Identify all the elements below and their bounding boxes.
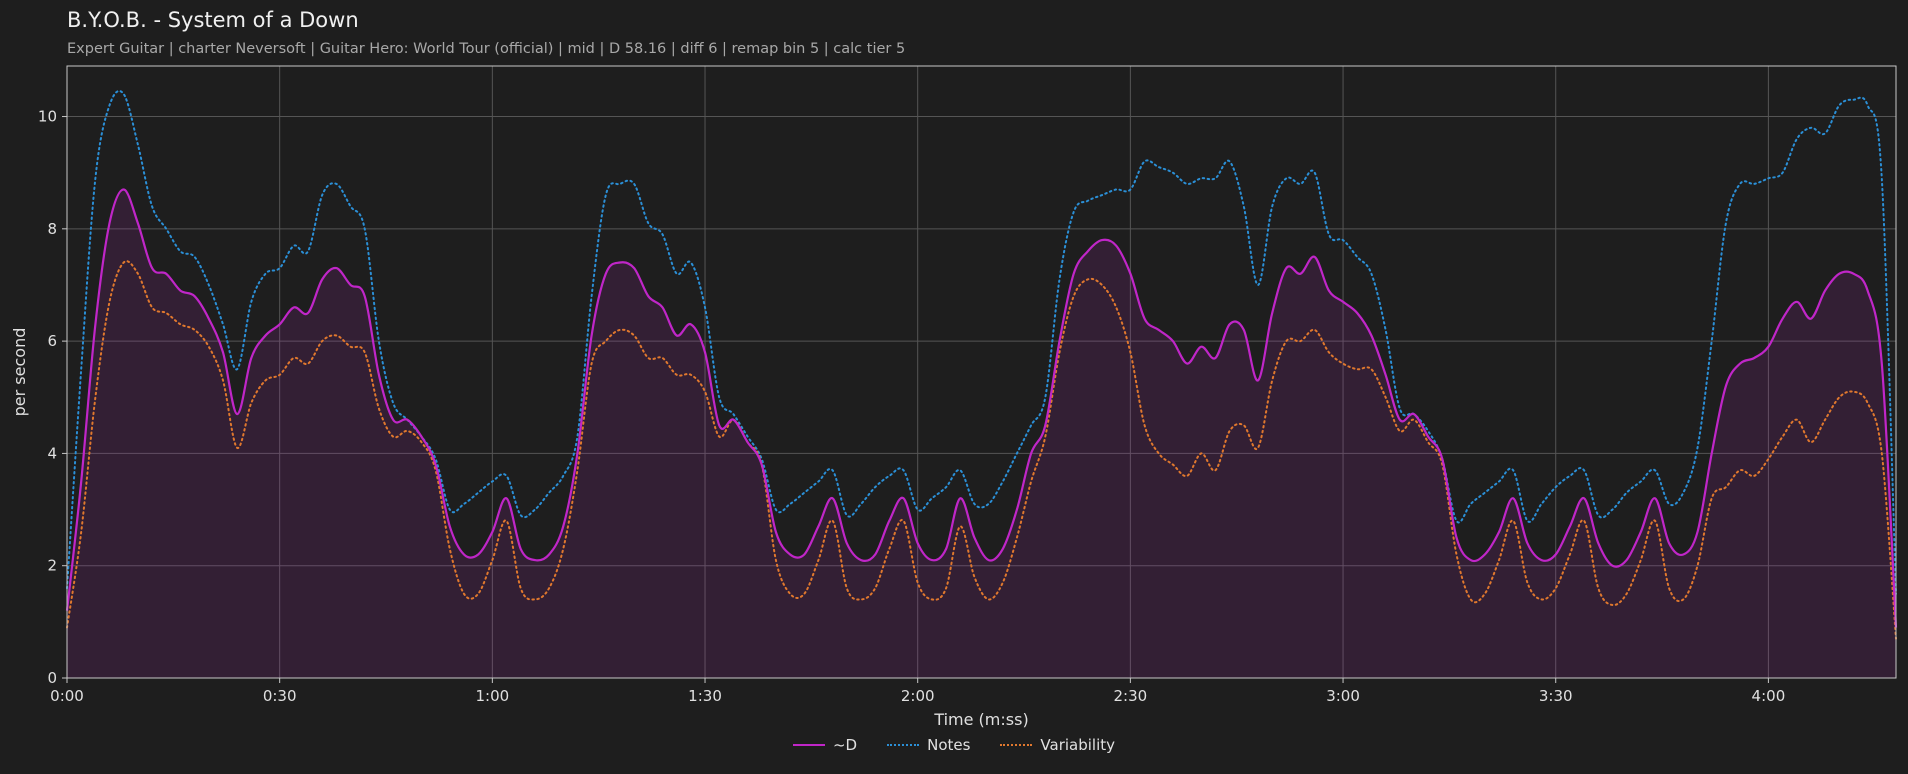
x-tick-label: 0:00 <box>50 687 84 705</box>
chart-area: 0:00 0:30 1:00 1:30 2:00 2:30 3:00 3:30 4:00 0 2 4… <box>10 65 1898 729</box>
y-tick-label: 4 <box>47 444 57 462</box>
x-tick-label: 1:30 <box>688 687 722 705</box>
legend-label-d: ~D <box>832 736 858 754</box>
y-tick-label: 10 <box>38 108 57 126</box>
legend-item-notes[interactable]: Notes <box>887 736 970 754</box>
chart-title: B.Y.O.B. - System of a Down <box>67 8 359 32</box>
legend-label-notes: Notes <box>927 736 971 754</box>
legend-swatch-d <box>792 744 825 746</box>
legend-item-d[interactable]: ~D <box>792 736 858 754</box>
legend-swatch-notes <box>887 744 920 746</box>
plot-frame <box>66 65 1897 679</box>
y-tick-label: 6 <box>47 332 57 350</box>
chart-legend: ~D Notes Variability <box>0 736 1908 754</box>
x-tick-label: 3:00 <box>1326 687 1360 705</box>
x-tick-label: 0:30 <box>263 687 297 705</box>
legend-item-variability[interactable]: Variability <box>1000 736 1115 754</box>
x-tick-label: 4:00 <box>1752 687 1786 705</box>
x-tick-label: 2:30 <box>1114 687 1148 705</box>
x-tick-label: 3:30 <box>1539 687 1573 705</box>
legend-label-variability: Variability <box>1040 736 1116 754</box>
series-area-d <box>67 189 1896 678</box>
series-lines <box>65 90 1898 640</box>
y-axis-ticks: 0 2 4 6 8 10 <box>38 108 67 687</box>
y-axis-label: per second <box>10 328 29 417</box>
y-tick-label: 0 <box>47 669 57 687</box>
x-axis-ticks: 0:00 0:30 1:00 1:30 2:00 2:30 3:00 3:30 4:00 <box>50 678 1785 705</box>
legend-swatch-variability <box>1000 744 1033 746</box>
series-line-notes <box>66 90 1897 595</box>
y-tick-label: 8 <box>47 220 57 238</box>
chart-subtitle: Expert Guitar | charter Neversoft | Guit… <box>67 41 906 57</box>
area-fill-layer <box>67 189 1896 678</box>
x-tick-label: 1:00 <box>476 687 510 705</box>
x-axis-label: Time (m:ss) <box>933 710 1028 729</box>
series-line-d <box>65 188 1898 628</box>
x-tick-label: 2:00 <box>901 687 935 705</box>
y-tick-label: 2 <box>47 557 57 575</box>
series-line-variability <box>66 260 1897 640</box>
